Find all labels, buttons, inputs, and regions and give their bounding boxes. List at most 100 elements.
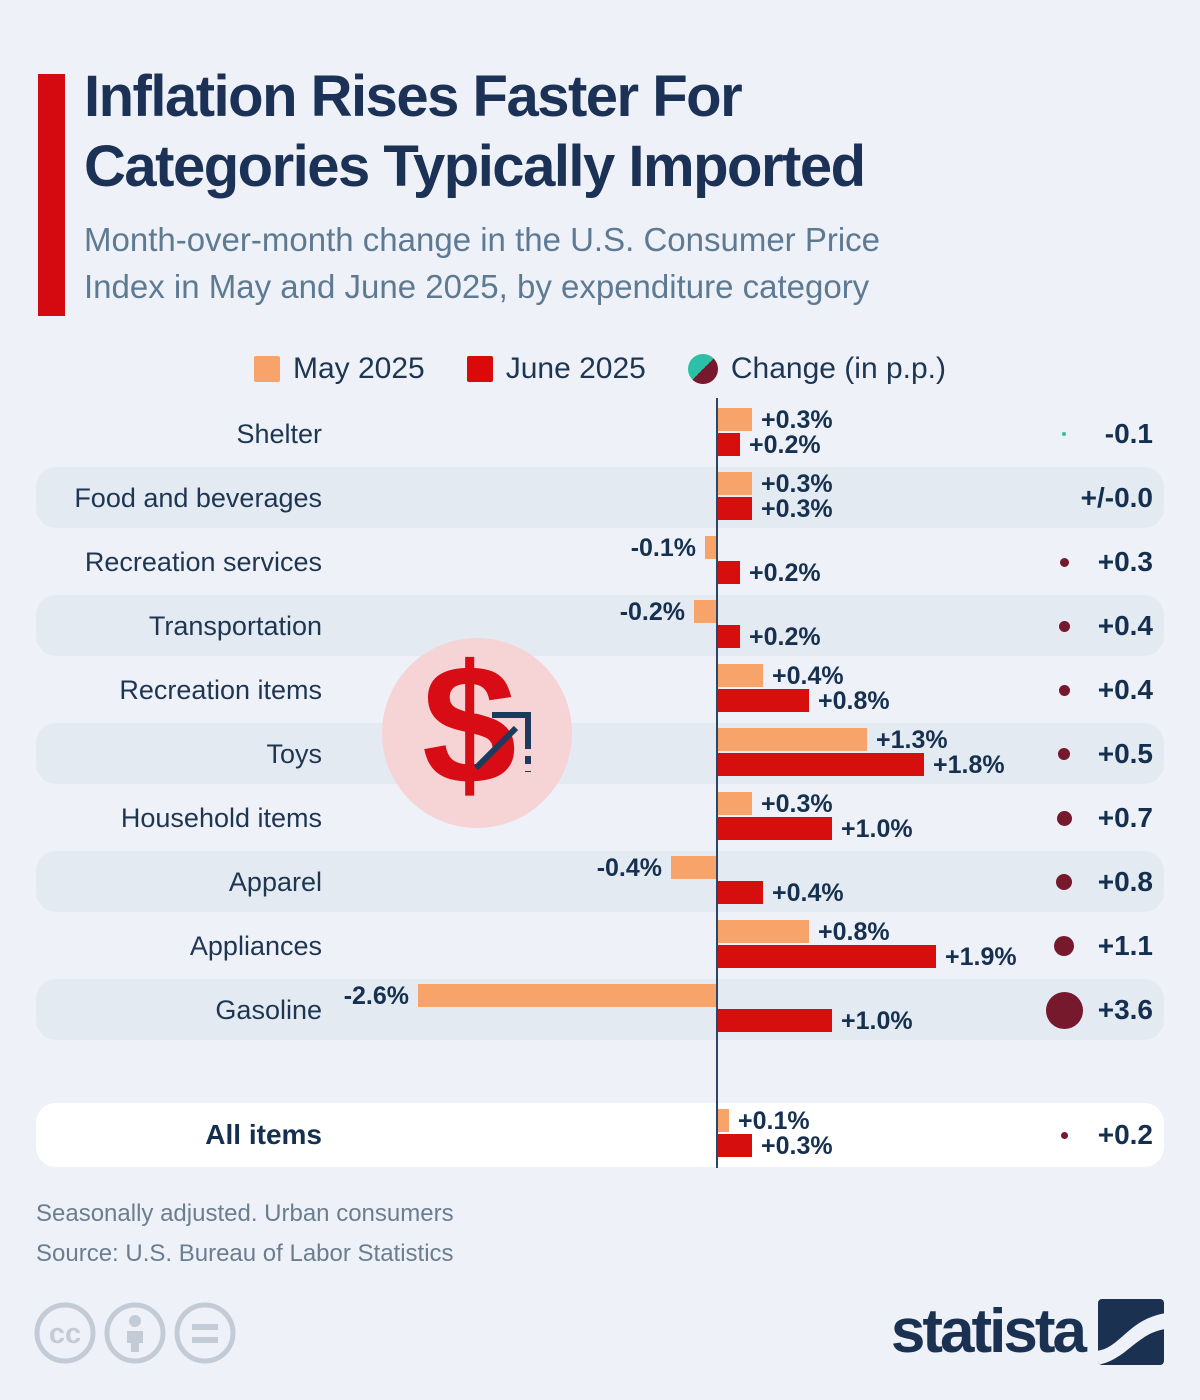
- june-value: +0.3%: [761, 1132, 833, 1160]
- subtitle-line-1: Month-over-month change in the U.S. Cons…: [84, 221, 881, 258]
- june-bar: [717, 689, 809, 712]
- june-value: +0.3%: [761, 495, 833, 523]
- change-value: +0.2: [1097, 1119, 1153, 1150]
- title-line-2: Categories Typically Imported: [84, 134, 866, 199]
- may-value: +0.1%: [738, 1107, 810, 1135]
- subtitle-line-2: Index in May and June 2025, by expenditu…: [84, 268, 870, 305]
- may-bar: [717, 472, 752, 495]
- change-value: +0.3: [1097, 546, 1153, 577]
- may-value: -0.2%: [619, 598, 685, 626]
- change-value: +0.7: [1097, 802, 1153, 833]
- june-bar: [717, 1134, 752, 1157]
- change-split-circle-icon: [687, 354, 718, 384]
- category-label: Recreation items: [119, 675, 322, 705]
- legend-label-may: May 2025: [292, 352, 425, 385]
- category-label: Apparel: [228, 867, 322, 897]
- attribution-icon: [104, 1302, 166, 1364]
- change-dot: [1058, 748, 1070, 760]
- dollar-badge: $: [382, 630, 572, 828]
- bar-chart: Shelter +0.3% +0.2% -0.1 Food and beverages +…: [0, 398, 1200, 1188]
- category-label: Food and beverages: [74, 483, 322, 513]
- row-band: [36, 1103, 1164, 1167]
- row-band: [36, 467, 1164, 528]
- rising-arrow-icon: [473, 712, 531, 772]
- category-label: Recreation services: [84, 547, 322, 577]
- change-value: +1.1: [1097, 930, 1153, 961]
- category-label: Gasoline: [215, 995, 322, 1025]
- statista-wordmark: statista: [890, 1297, 1087, 1366]
- may-value: +0.4%: [772, 662, 844, 690]
- footnote: Seasonally adjusted. Urban consumers: [36, 1200, 454, 1227]
- change-dot: [1045, 991, 1083, 1029]
- change-dot: [1058, 684, 1070, 696]
- creative-commons-icons: cc: [34, 1302, 236, 1364]
- may-value: +1.3%: [876, 726, 948, 754]
- june-value: +0.8%: [818, 687, 890, 715]
- svg-text:cc: cc: [49, 1318, 81, 1350]
- june-bar: [717, 945, 936, 968]
- june-value: +0.2%: [749, 623, 821, 651]
- may-value: +0.3%: [761, 470, 833, 498]
- may-bar: [694, 600, 717, 623]
- equals-icon: [174, 1302, 236, 1364]
- change-value: +0.4: [1097, 610, 1153, 641]
- may-bar: [705, 536, 717, 559]
- june-swatch-icon: [466, 356, 493, 382]
- statista-logo-icon: [1098, 1299, 1164, 1365]
- june-bar: [717, 625, 740, 648]
- change-dot: [1056, 810, 1072, 826]
- june-value: +1.0%: [841, 815, 913, 843]
- row-band: [36, 723, 1164, 784]
- may-value: +0.3%: [761, 790, 833, 818]
- june-value: +1.0%: [841, 1007, 913, 1035]
- may-bar: [717, 728, 867, 751]
- title-accent-bar: [38, 74, 65, 316]
- row-band: [36, 595, 1164, 656]
- may-value: +0.8%: [818, 918, 890, 946]
- change-dot: [1058, 620, 1070, 632]
- legend-item-may: May 2025: [253, 352, 425, 386]
- change-value: +/-0.0: [1080, 482, 1153, 513]
- change-value: +0.8: [1097, 866, 1153, 897]
- legend-label-june: June 2025: [505, 352, 646, 385]
- may-swatch-icon: [253, 356, 280, 382]
- title-line-1: Inflation Rises Faster For: [84, 64, 743, 129]
- may-bar: [717, 920, 809, 943]
- page-subtitle: Month-over-month change in the U.S. Cons…: [84, 216, 1144, 310]
- change-dot: [1054, 936, 1074, 956]
- category-label: Appliances: [189, 931, 322, 961]
- row-band: [36, 851, 1164, 912]
- dollar-icon: $: [422, 630, 517, 820]
- june-bar: [717, 433, 740, 456]
- june-value: +0.2%: [749, 431, 821, 459]
- june-value: +0.4%: [772, 879, 844, 907]
- legend-label-change: Change (in p.p.): [730, 352, 947, 385]
- may-bar: [671, 856, 717, 879]
- june-bar: [717, 881, 763, 904]
- may-bar: [717, 1109, 729, 1132]
- may-value: -2.6%: [343, 982, 409, 1010]
- source-note: Source: U.S. Bureau of Labor Statistics: [36, 1240, 454, 1267]
- may-bar: [418, 984, 717, 1007]
- change-dot: [1060, 1131, 1068, 1139]
- change-value: -0.1: [1104, 418, 1153, 449]
- may-bar: [717, 408, 752, 431]
- june-value: +0.2%: [749, 559, 821, 587]
- page-title: Inflation Rises Faster For Categories Ty…: [84, 62, 1164, 202]
- change-value: +0.5: [1097, 738, 1153, 769]
- chart-legend: May 2025 June 2025 Change (in p.p.): [0, 352, 1200, 386]
- category-label: Shelter: [236, 419, 322, 449]
- june-value: +1.8%: [933, 751, 1005, 779]
- zero-axis-line: [716, 398, 718, 1168]
- legend-item-change: Change (in p.p.): [687, 352, 947, 386]
- june-bar: [717, 1009, 832, 1032]
- may-value: +0.3%: [761, 406, 833, 434]
- june-value: +1.9%: [945, 943, 1017, 971]
- june-bar: [717, 753, 924, 776]
- cc-icon: cc: [34, 1302, 96, 1364]
- june-bar: [717, 817, 832, 840]
- change-value: +3.6: [1097, 994, 1153, 1025]
- category-label: All items: [205, 1119, 322, 1150]
- category-label: Household items: [120, 803, 322, 833]
